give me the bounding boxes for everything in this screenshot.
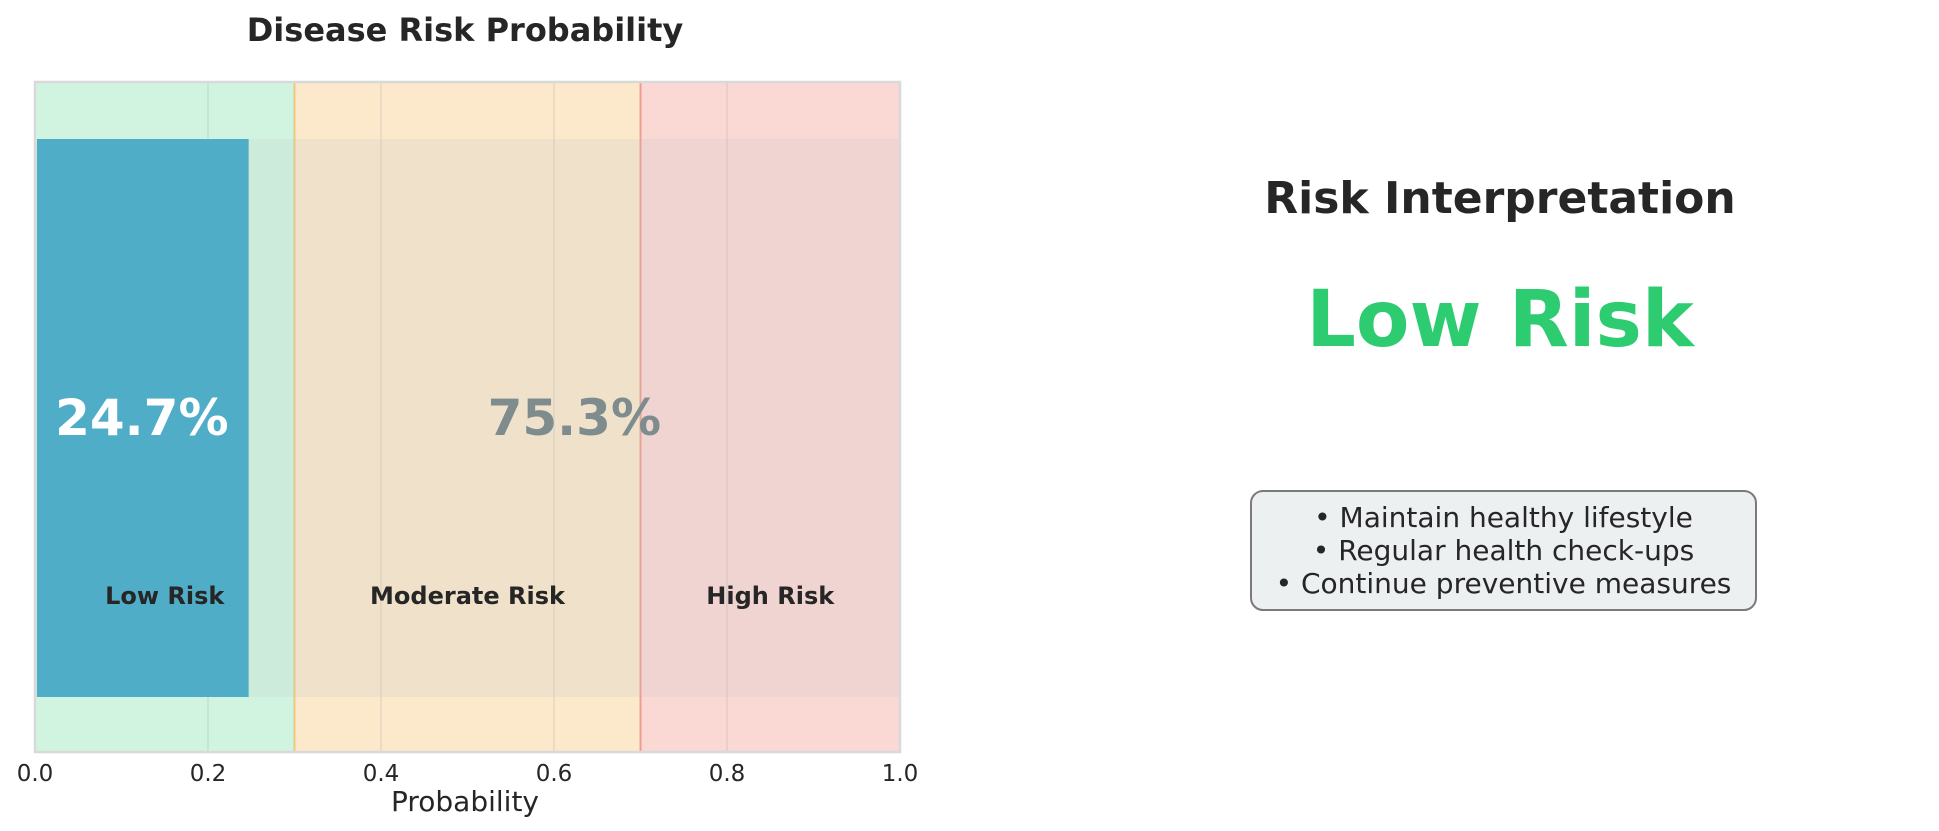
zone-label: Low Risk [105, 582, 225, 610]
x-tick-label: 0.2 [190, 761, 227, 787]
x-axis-label: Probability [391, 785, 539, 818]
x-tick-label: 0.8 [709, 761, 746, 787]
x-tick-label: 0.6 [536, 761, 573, 787]
x-tick-label: 1.0 [882, 761, 919, 787]
risk-level-text: Low Risk [1306, 275, 1694, 365]
remainder-value-label: 75.3% [488, 389, 661, 447]
recommendations-box: • Maintain healthy lifestyle • Regular h… [1250, 490, 1757, 611]
x-tick-label: 0.0 [17, 761, 54, 787]
recommendation-item: • Regular health check-ups [1312, 534, 1695, 567]
risk-zone-band [640, 82, 900, 752]
x-tick-label: 0.4 [363, 761, 400, 787]
interpretation-title: Risk Interpretation [1264, 173, 1736, 224]
recommendation-item: • Continue preventive measures [1275, 567, 1732, 600]
risk-zone-band [294, 82, 641, 752]
plot-frame [33, 80, 902, 754]
recommendation-item: • Maintain healthy lifestyle [1314, 501, 1693, 534]
zone-label: High Risk [706, 582, 835, 610]
probability-value-label: 24.7% [55, 389, 228, 447]
chart-title: Disease Risk Probability [247, 11, 684, 49]
zone-label: Moderate Risk [370, 582, 566, 610]
probability-bar [37, 139, 249, 697]
